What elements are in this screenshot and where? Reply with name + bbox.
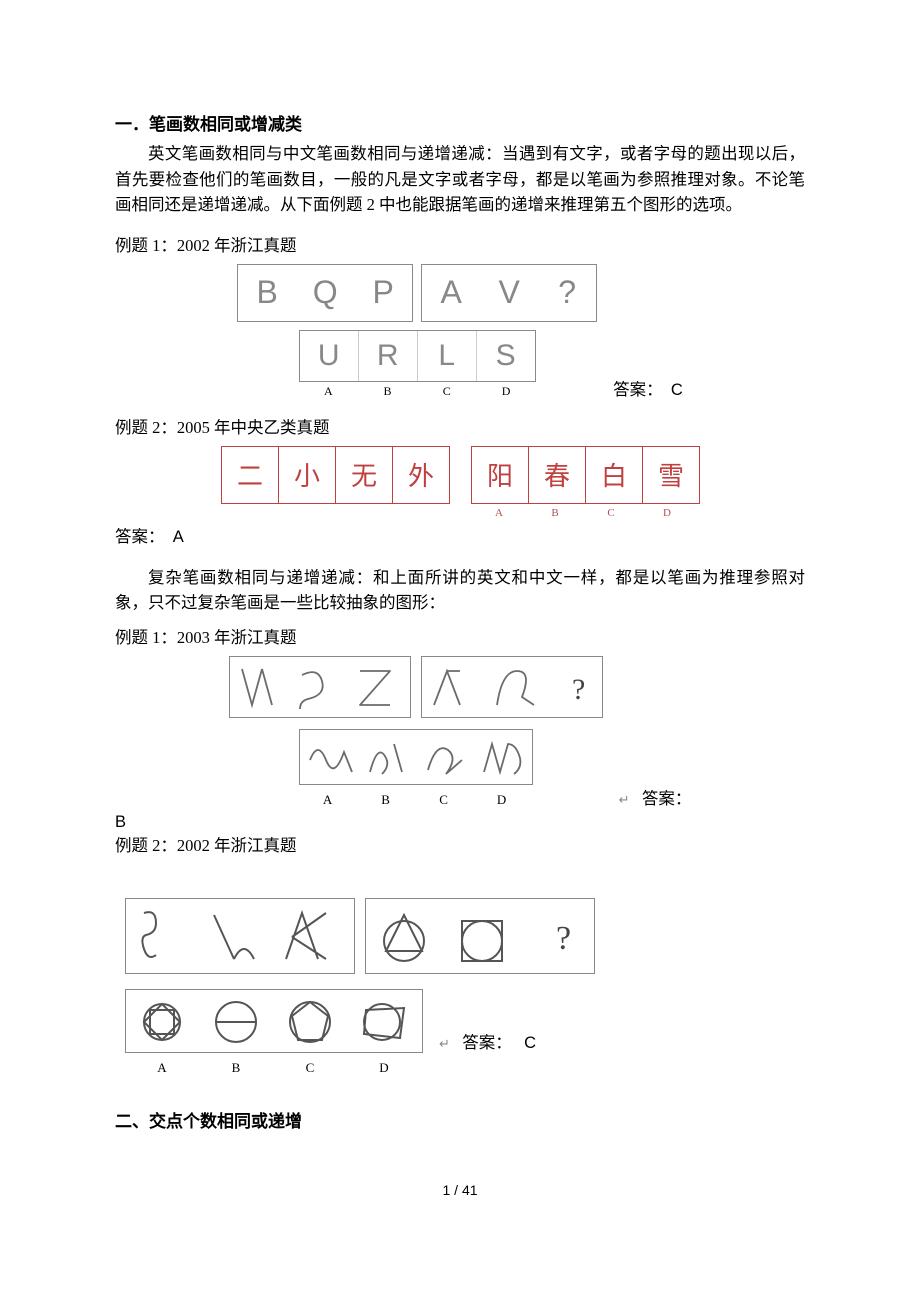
fig3-question-row: ? bbox=[229, 656, 603, 718]
fig1-right-box: A V ? bbox=[421, 264, 597, 322]
fig4-options-box bbox=[125, 989, 423, 1053]
answer-letter: A bbox=[173, 528, 184, 546]
fig3-right-box: ? bbox=[421, 656, 603, 718]
fig1-cell: A bbox=[422, 265, 480, 321]
answer-prefix: 答案： bbox=[613, 380, 663, 399]
fig1-options-row: U R L S bbox=[299, 330, 536, 382]
section1-intro-para: 英文笔画数相同与中文笔画数相同与递增递减：当遇到有文字，或者字母的题出现以后，首… bbox=[115, 141, 805, 218]
fig2-cell: 外 bbox=[392, 446, 450, 504]
return-arrow-icon: ↵ bbox=[439, 1036, 450, 1051]
svg-text:?: ? bbox=[572, 673, 585, 706]
fig1-left-box: B Q P bbox=[237, 264, 413, 322]
option-label: A bbox=[299, 384, 357, 399]
fig4-left-box bbox=[125, 898, 355, 974]
option-label: A bbox=[299, 792, 357, 808]
fig1-option: S bbox=[477, 331, 535, 381]
option-label: B bbox=[527, 507, 583, 519]
fig1-question-row: B Q P A V ? bbox=[237, 264, 597, 322]
fig1-option: L bbox=[418, 331, 477, 381]
fig2-right-group: 阳 春 白 雪 A B C D bbox=[471, 446, 699, 519]
fig1-cell: Q bbox=[296, 265, 354, 321]
option-label: B bbox=[357, 792, 415, 808]
fig2-left-group: 二 小 无 外 bbox=[221, 446, 449, 519]
fig1-cell: V bbox=[480, 265, 538, 321]
figure2-container: 二 小 无 外 阳 春 白 雪 A B C D bbox=[115, 446, 805, 519]
option-label: D bbox=[473, 792, 531, 808]
fig1-option: R bbox=[359, 331, 418, 381]
fig2-answer: 答案： A bbox=[115, 523, 805, 547]
fig4-answer: ↵ 答案： C bbox=[439, 1029, 536, 1053]
fig1-option: U bbox=[300, 331, 359, 381]
answer-prefix: 答案： bbox=[462, 1033, 512, 1052]
fig2-cell: 白 bbox=[585, 446, 643, 504]
example3-label: 例题 1：2003 年浙江真题 bbox=[115, 624, 805, 648]
example1-label: 例题 1：2002 年浙江真题 bbox=[115, 232, 805, 256]
fig2-cell: 二 bbox=[221, 446, 279, 504]
fig2-cell: 小 bbox=[278, 446, 336, 504]
option-label: C bbox=[273, 1060, 347, 1076]
page-number: 1 / 41 bbox=[115, 1182, 805, 1198]
figure4-container: ? bbox=[125, 898, 805, 1077]
fig4-right-box: ? bbox=[365, 898, 595, 974]
fig4-question-row: ? bbox=[125, 898, 595, 974]
fig3-options-box bbox=[299, 729, 533, 785]
option-label: D bbox=[477, 384, 535, 399]
section1-heading: 一．笔画数相同或增减类 bbox=[115, 110, 805, 135]
fig3-answer-letter: B bbox=[115, 813, 805, 832]
fig2-cell: 春 bbox=[528, 446, 586, 504]
option-label: A bbox=[471, 507, 527, 519]
document-page: 一．笔画数相同或增减类 英文笔画数相同与中文笔画数相同与递增递减：当遇到有文字，… bbox=[0, 0, 920, 1238]
figure3-container: ? A bbox=[115, 656, 805, 809]
section1-para2: 复杂笔画数相同与递增递减：和上面所讲的英文和中文一样，都是以笔画为推理参照对象，… bbox=[115, 565, 805, 616]
answer-letter: C bbox=[524, 1034, 536, 1052]
fig2-option-labels: A B C D bbox=[471, 507, 699, 519]
fig1-cell: P bbox=[354, 265, 412, 321]
return-arrow-icon: ↵ bbox=[619, 792, 630, 807]
option-label: B bbox=[199, 1060, 273, 1076]
fig2-cell: 阳 bbox=[471, 446, 529, 504]
option-label: A bbox=[125, 1060, 199, 1076]
option-label: C bbox=[415, 792, 473, 808]
fig1-option-labels: A B C D bbox=[299, 384, 536, 399]
fig3-answer-inline: ↵ 答案： bbox=[619, 785, 692, 809]
fig1-cell: ? bbox=[538, 265, 596, 321]
figure1-container: B Q P A V ? U R L bbox=[115, 264, 805, 400]
answer-prefix: 答案： bbox=[642, 789, 692, 808]
fig1-answer: 答案： C bbox=[613, 376, 683, 400]
option-label: C bbox=[583, 507, 639, 519]
svg-text:?: ? bbox=[556, 920, 571, 957]
answer-prefix: 答案： bbox=[115, 527, 165, 546]
option-label: B bbox=[359, 384, 417, 399]
fig2-cell: 无 bbox=[335, 446, 393, 504]
option-label: D bbox=[347, 1060, 421, 1076]
option-label: D bbox=[639, 507, 695, 519]
fig4-option-labels: A B C D bbox=[125, 1060, 421, 1076]
option-label: C bbox=[418, 384, 476, 399]
answer-letter: C bbox=[671, 381, 683, 399]
fig1-cell: B bbox=[238, 265, 296, 321]
fig2-row: 二 小 无 外 阳 春 白 雪 A B C D bbox=[221, 446, 699, 519]
fig3-left-box bbox=[229, 656, 411, 718]
example2-label: 例题 2：2005 年中央乙类真题 bbox=[115, 414, 805, 438]
section2-heading: 二、交点个数相同或递增 bbox=[115, 1107, 805, 1132]
fig2-cell: 雪 bbox=[642, 446, 700, 504]
example4-label: 例题 2：2002 年浙江真题 bbox=[115, 832, 805, 856]
fig3-option-labels: A B C D bbox=[299, 792, 531, 808]
